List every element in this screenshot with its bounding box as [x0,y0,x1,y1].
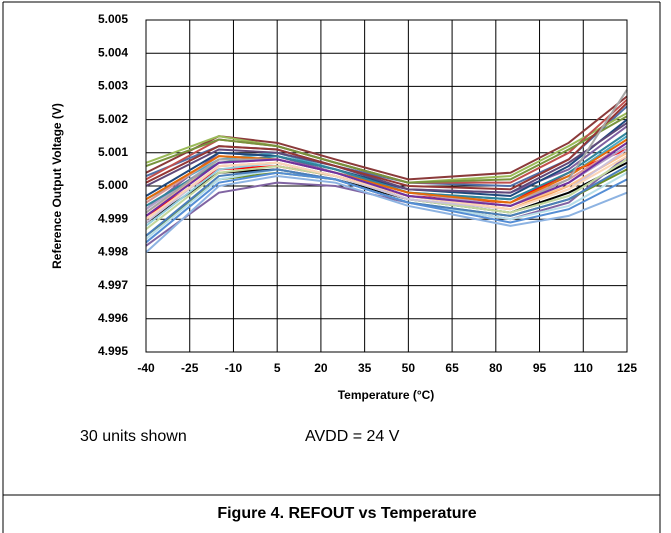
caption: Figure 4. REFOUT vs Temperature [217,505,476,522]
y-tick-label: 5.005 [98,12,128,26]
y-tick-label: 5.002 [98,112,128,126]
x-tick-label: -25 [181,361,199,375]
x-tick-label: 80 [489,361,503,375]
x-tick-label: 35 [358,361,372,375]
y-axis-title: Reference Output Voltage (V) [50,103,64,269]
series-line [145,118,628,197]
series-line [145,175,628,254]
y-tick-label: 5.000 [98,178,128,192]
x-tick-label: 65 [445,361,459,375]
x-tick-label: 5 [274,361,281,375]
plot-border [145,19,628,353]
x-axis-title: Temperature (°C) [338,388,435,402]
series-line [145,102,628,191]
series-line [145,122,628,194]
x-tick-label: 125 [617,361,637,375]
y-tick-label: 4.997 [98,278,128,292]
y-tick-label: 5.003 [98,79,128,93]
y-tick-label: 5.001 [98,145,128,159]
series-line [145,171,628,244]
y-tick-label: 4.995 [98,344,128,358]
x-tick-label: 20 [314,361,328,375]
y-tick-label: 5.004 [98,45,128,59]
x-tick-label: -40 [137,361,155,375]
annotation: 30 units shown [80,428,187,445]
x-tick-label: 50 [402,361,416,375]
series-line [145,155,628,221]
series-line [145,115,628,184]
annotation: AVDD = 24 V [305,428,400,445]
y-tick-label: 4.999 [98,211,128,225]
series-line [145,142,628,217]
x-tick-label: 95 [533,361,547,375]
y-tick-label: 4.998 [98,245,128,259]
y-tick-label: 4.996 [98,311,128,325]
x-tick-label: -10 [225,361,243,375]
x-tick-label: 110 [574,361,594,375]
series-line [145,138,628,204]
